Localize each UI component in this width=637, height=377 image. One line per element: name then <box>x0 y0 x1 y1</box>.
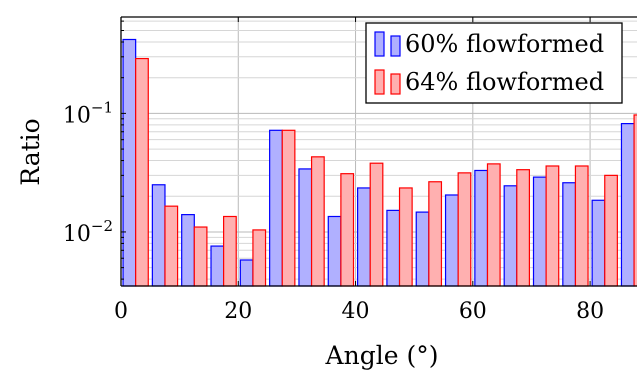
bar-series-1 <box>269 129 283 287</box>
y-tick-label: 10−1 <box>63 98 113 128</box>
bar-series-2 <box>164 205 179 287</box>
bar-series-2 <box>486 163 501 287</box>
bar-series-1 <box>444 194 459 287</box>
bar-series-1 <box>591 199 606 287</box>
x-tick-label: 0 <box>114 299 128 324</box>
y-axis-label: Ratio <box>16 118 45 185</box>
legend-box <box>365 22 623 104</box>
bar-series-2 <box>398 187 413 287</box>
bar-series-2 <box>281 129 296 287</box>
bars <box>122 38 637 287</box>
bar-series-1 <box>239 259 254 287</box>
bar-series-2 <box>252 229 267 287</box>
bar-series-1 <box>210 245 225 287</box>
bar-series-1 <box>356 187 371 287</box>
x-tick-label: 80 <box>576 299 604 324</box>
legend-swatch <box>374 69 385 95</box>
x-tick-label: 40 <box>342 299 370 324</box>
bar-series-2 <box>135 57 149 287</box>
bar-series-2 <box>516 169 531 287</box>
bar-series-1 <box>474 169 489 287</box>
bar-series-2 <box>310 156 325 287</box>
bar-series-1 <box>503 185 518 287</box>
bar-series-1 <box>151 184 166 287</box>
bar-series-1 <box>386 209 401 287</box>
legend-swatch <box>390 35 401 57</box>
legend-swatch <box>390 73 401 95</box>
bar-series-2 <box>604 174 618 287</box>
bar-series-1 <box>415 211 430 287</box>
bar-series-2 <box>545 165 560 287</box>
x-tick-label: 20 <box>224 299 252 324</box>
bar-series-1 <box>298 168 313 287</box>
legend-label: 60% flowformed <box>405 30 604 58</box>
tick-labels: 0 20 40 60 80 10−2 10−1 <box>63 98 604 324</box>
bar-series-2 <box>193 226 208 287</box>
bar-series-1 <box>181 214 195 287</box>
bar-series-2 <box>369 162 384 287</box>
bar-series-2 <box>457 172 472 287</box>
legend-swatch <box>374 31 385 57</box>
x-tick-label: 60 <box>459 299 487 324</box>
y-tick-label: 10−2 <box>63 217 113 247</box>
bar-series-2 <box>428 181 443 287</box>
bar-series-2 <box>574 165 589 287</box>
bar-series-2 <box>223 215 237 287</box>
legend: 60% flowformed 64% flowformed <box>365 22 623 104</box>
bar-series-1 <box>562 182 577 287</box>
legend-label: 64% flowformed <box>405 68 604 96</box>
bar-series-1 <box>532 176 547 287</box>
axes <box>120 16 637 287</box>
bar-series-2 <box>340 173 355 287</box>
x-axis-label: Angle (°) <box>325 341 439 370</box>
bar-series-1 <box>327 215 342 287</box>
bar-series-1 <box>620 122 635 287</box>
bar-series-2 <box>633 114 637 287</box>
bar-series-1 <box>122 38 137 287</box>
